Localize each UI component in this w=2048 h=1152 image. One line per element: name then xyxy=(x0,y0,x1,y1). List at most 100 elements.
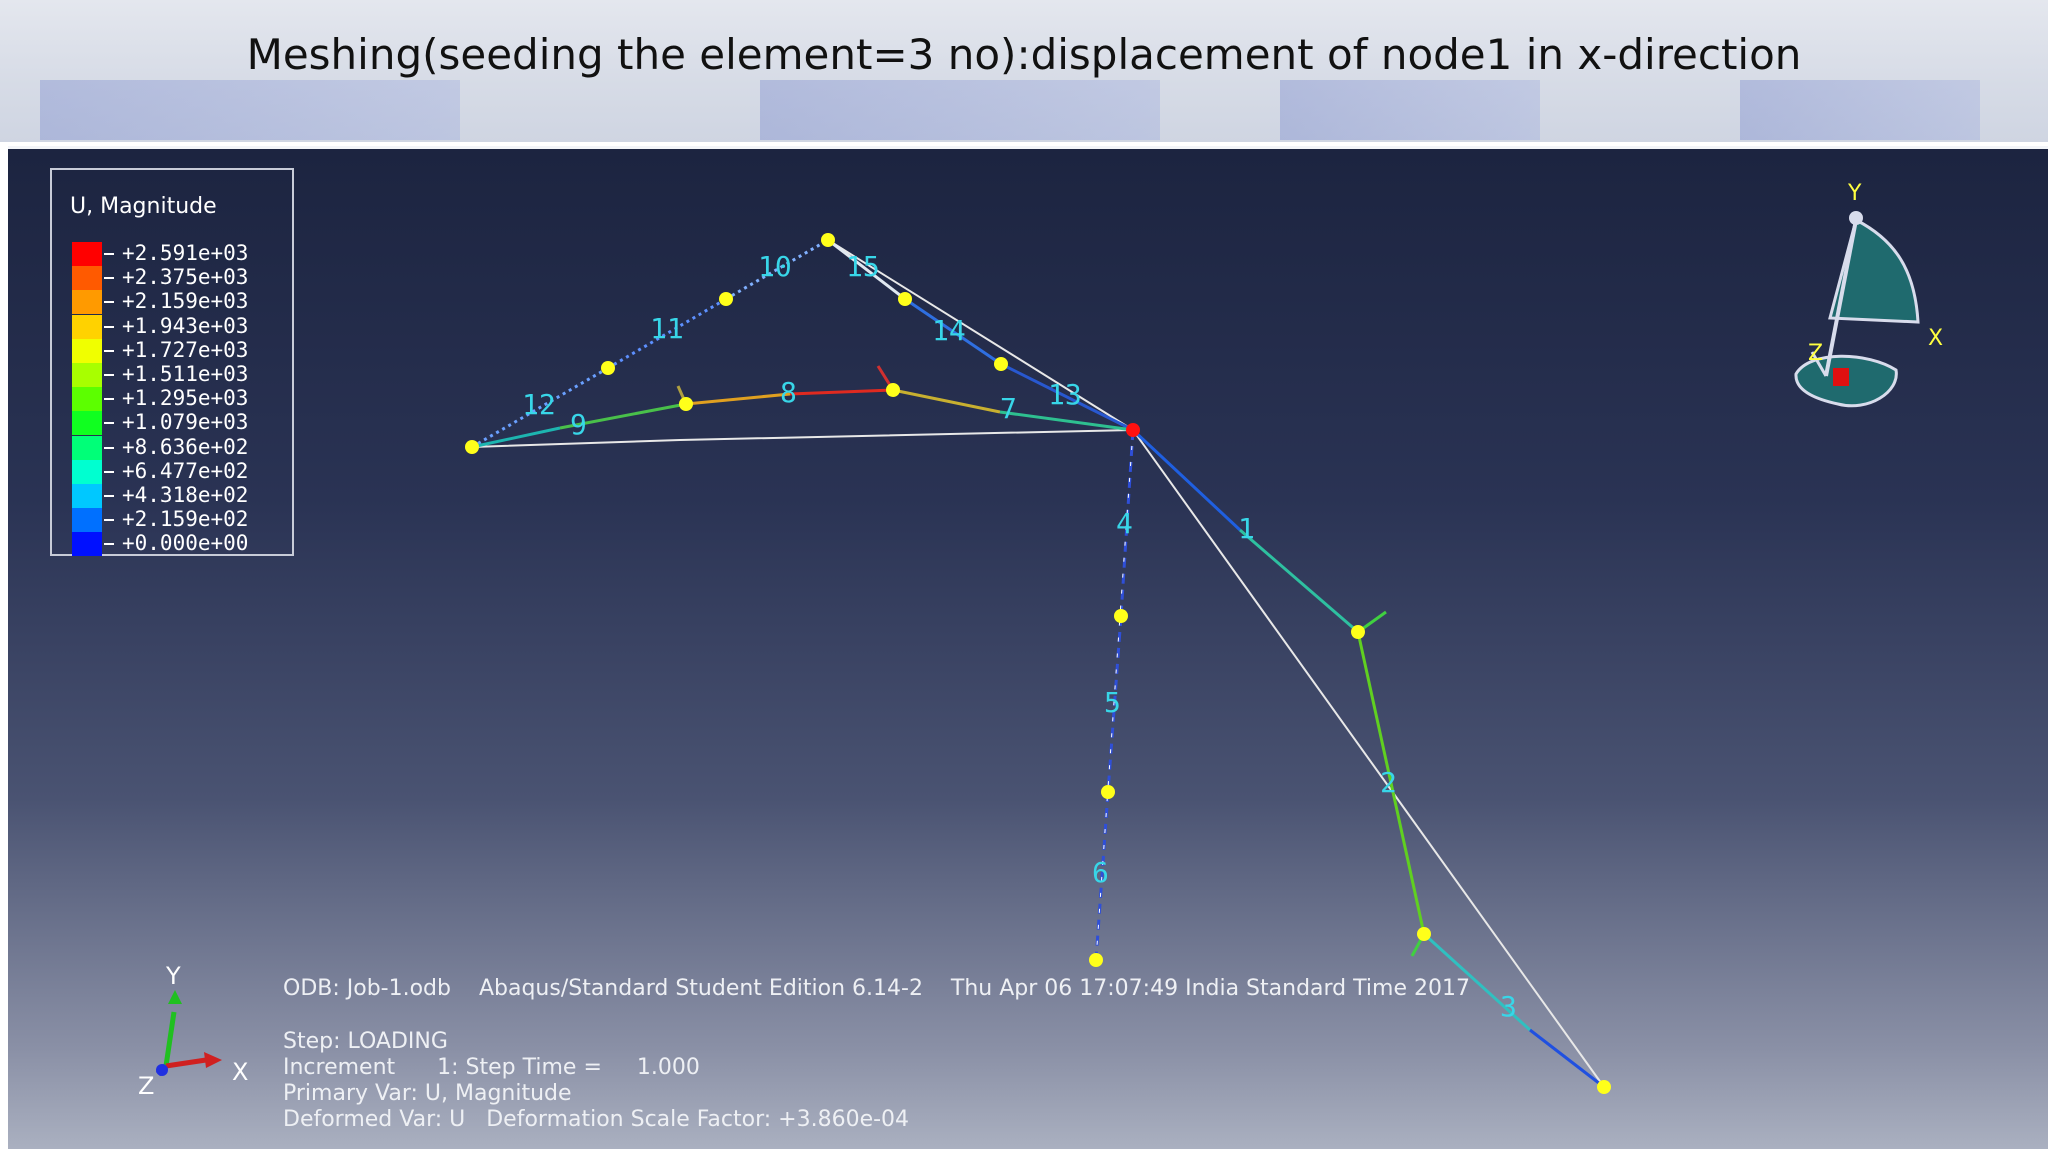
element-10-segment xyxy=(725,238,829,301)
node-marker[interactable] xyxy=(719,292,733,306)
legend-value: +2.159e+02 xyxy=(122,507,249,532)
increment-info: Increment 1: Step Time = 1.000 xyxy=(283,1055,700,1080)
legend-row: +1.943e+03 xyxy=(70,314,290,339)
node-marker[interactable] xyxy=(1351,625,1365,639)
legend-value: +4.318e+02 xyxy=(122,483,249,507)
odb-info-line: ODB: Job-1.odb Abaqus/Standard Student E… xyxy=(283,976,1470,1001)
node-marker[interactable] xyxy=(1101,785,1115,799)
legend-row: +8.636e+02 xyxy=(70,434,290,460)
axis-origin xyxy=(156,1064,168,1076)
legend-tick xyxy=(104,374,114,376)
axis-x-line xyxy=(165,1057,207,1069)
band-decoration xyxy=(760,80,1160,140)
legend-color-swatch xyxy=(72,508,102,533)
legend-row: +1.079e+03 xyxy=(70,410,290,436)
element-label-7: 7 xyxy=(1000,392,1017,425)
element-11-segment xyxy=(607,297,727,370)
band-decoration xyxy=(1740,80,1980,140)
triad-z-axis xyxy=(1810,351,1828,377)
legend-value: +1.727e+03 xyxy=(122,337,249,362)
node-marker[interactable] xyxy=(898,292,912,306)
node-marker[interactable] xyxy=(679,397,693,411)
triad-view-y-label: Y xyxy=(1847,181,1862,206)
load-arrows xyxy=(676,365,1426,957)
legend-tick xyxy=(104,446,114,449)
element-15-segment xyxy=(827,238,906,301)
legend-color-swatch xyxy=(72,532,102,557)
element-label-4: 4 xyxy=(1116,507,1133,540)
legend-color-swatch xyxy=(72,290,102,315)
band-decoration xyxy=(1280,80,1540,140)
element-14-segment xyxy=(904,297,1002,366)
view-orientation-triad[interactable]: Y X Z xyxy=(1794,181,1943,408)
element-2-segment xyxy=(1356,631,1426,935)
triad-sail-shape xyxy=(1828,217,1920,324)
element-label-14: 14 xyxy=(932,314,966,347)
element-group-1-2-3 xyxy=(1131,428,1605,1089)
element-label-8: 8 xyxy=(780,376,797,409)
element-8-segment-b xyxy=(789,388,894,396)
element-label-1: 1 xyxy=(1238,512,1255,545)
triad-top-node xyxy=(1849,211,1863,225)
node-marker[interactable] xyxy=(1417,927,1431,941)
element-group-4-5-6 xyxy=(1094,429,1135,961)
band-decoration xyxy=(40,80,460,140)
legend-box xyxy=(50,168,294,556)
element-7-segment-b xyxy=(999,410,1134,432)
legend-row: +6.477e+02 xyxy=(70,458,290,484)
element-group-10-11-12 xyxy=(471,238,829,449)
legend-row: +1.727e+03 xyxy=(70,337,290,363)
element-9-segment-b xyxy=(559,402,687,430)
element-1-segment-b xyxy=(1239,528,1359,634)
element-3-segment-a xyxy=(1422,932,1532,1032)
legend-color-swatch xyxy=(72,266,102,291)
coordinate-axes-triad: Y X Z xyxy=(138,962,248,1100)
element-9-segment-a xyxy=(471,426,561,449)
axis-y-label: Y xyxy=(165,962,181,990)
node-marker[interactable] xyxy=(601,361,615,375)
legend-value: +8.636e+02 xyxy=(122,434,249,459)
legend-row: +2.591e+03 xyxy=(70,241,290,266)
legend-value: +1.295e+03 xyxy=(122,386,249,411)
legend-value: +1.511e+03 xyxy=(122,362,249,386)
legend-tick xyxy=(104,495,114,497)
undeformed-diagonal xyxy=(1132,429,1605,1088)
undeformed-shape xyxy=(471,239,1605,1088)
node-marker[interactable] xyxy=(1089,953,1103,967)
axis-x-arrowhead xyxy=(204,1052,222,1068)
node-marker[interactable] xyxy=(886,383,900,397)
node-marker[interactable] xyxy=(1597,1080,1611,1094)
legend-color-swatch xyxy=(72,363,102,387)
legend-value: +6.477e+02 xyxy=(122,458,249,483)
node-marker[interactable] xyxy=(821,233,835,247)
legend-tick xyxy=(104,253,114,255)
element-5-segment xyxy=(1106,615,1123,793)
legend-row: +2.375e+03 xyxy=(70,265,290,291)
triad-view-x-label: X xyxy=(1928,326,1943,351)
element-label-15: 15 xyxy=(846,250,880,283)
legend-color-swatch xyxy=(72,387,102,412)
legend-color-swatch xyxy=(72,411,102,436)
axis-z-label: Z xyxy=(138,1072,154,1100)
legend-tick xyxy=(104,543,114,546)
node-1-selected-marker[interactable] xyxy=(1126,423,1140,437)
legend-color-swatch xyxy=(72,242,102,266)
legend-value: +0.000e+00 xyxy=(122,531,249,556)
slide-title: Meshing(seeding the element=3 no):displa… xyxy=(246,30,1802,79)
abaqus-viewport[interactable] xyxy=(8,146,2048,1149)
element-6-segment xyxy=(1094,791,1110,961)
element-label-6: 6 xyxy=(1092,856,1109,889)
legend-color-swatch xyxy=(72,459,102,484)
element-group-13-14-15 xyxy=(827,238,1134,432)
node-marker[interactable] xyxy=(994,357,1008,371)
node-marker[interactable] xyxy=(465,440,479,454)
element-label-9: 9 xyxy=(570,408,587,441)
legend-row: +1.295e+03 xyxy=(70,386,290,412)
element-label-10: 10 xyxy=(758,250,792,283)
legend-value: +2.375e+03 xyxy=(122,265,249,290)
element-7-segment-a xyxy=(892,388,1001,414)
node-marker[interactable] xyxy=(1114,609,1128,623)
element-label-12: 12 xyxy=(522,388,556,421)
